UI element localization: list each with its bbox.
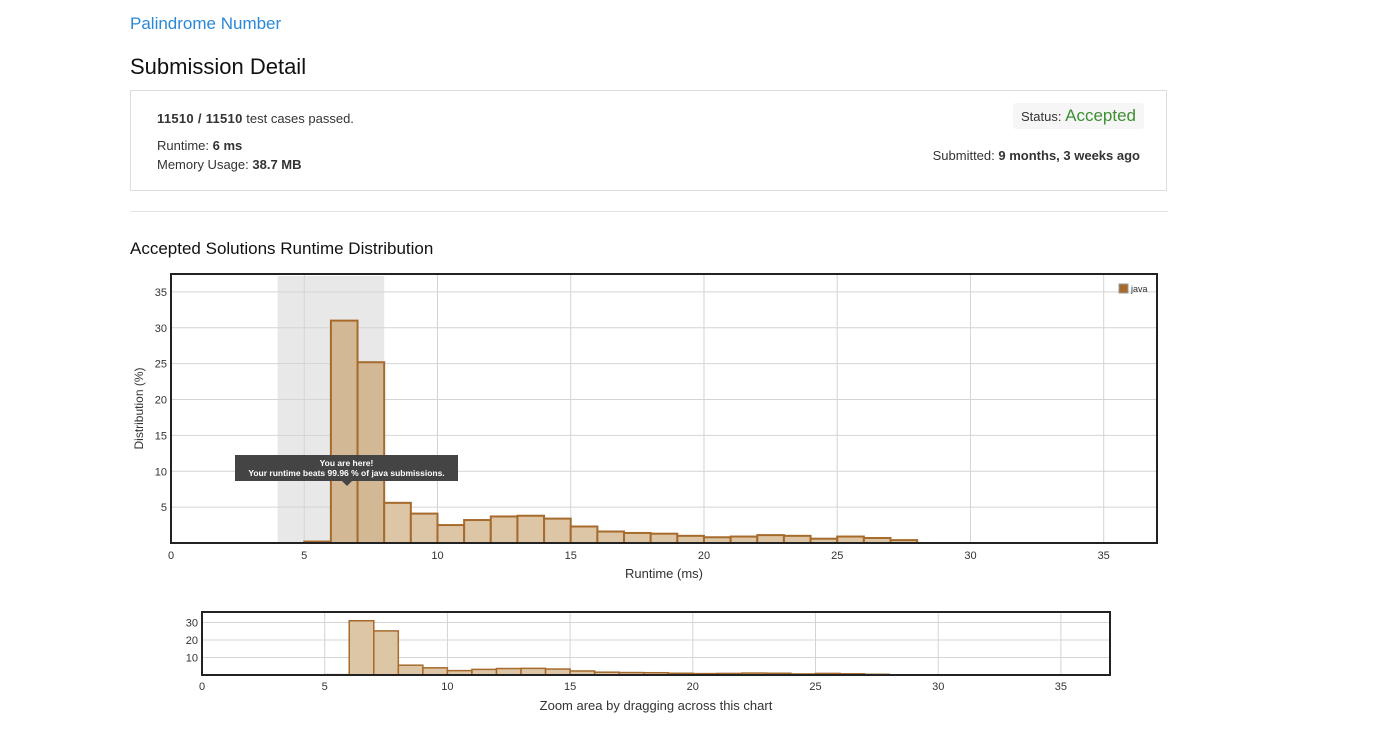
submitted-value: 9 months, 3 weeks ago — [998, 148, 1140, 163]
passed-suffix: test cases passed. — [246, 111, 354, 126]
tooltip-body: Your runtime beats 99.96 % of java submi… — [248, 468, 445, 478]
memory-value: 38.7 MB — [252, 157, 302, 172]
x-tick-label: 25 — [809, 681, 821, 693]
distribution-heading: Accepted Solutions Runtime Distribution — [130, 239, 434, 258]
y-tick-label: 15 — [155, 430, 167, 442]
you-are-here-tooltip: You are here! Your runtime beats 99.96 %… — [235, 455, 458, 481]
problem-title-link[interactable]: Palindrome Number — [130, 14, 282, 33]
total-count: 11510 — [205, 111, 243, 126]
x-tick-label: 35 — [1055, 681, 1067, 693]
histogram-bar[interactable] — [489, 515, 519, 545]
y-tick-label: 30 — [155, 323, 167, 335]
x-tick-label: 15 — [565, 550, 577, 562]
y-tick-label: 20 — [186, 635, 198, 647]
histogram-bar — [397, 664, 424, 676]
zoom-plot-frame — [201, 611, 1111, 676]
x-tick-label: 5 — [322, 681, 328, 693]
histogram-bar[interactable] — [543, 517, 572, 544]
runtime-value: 6 ms — [212, 138, 243, 153]
legend-swatch-java — [1118, 283, 1129, 294]
submitted-label: Submitted: — [932, 148, 995, 163]
tooltip-title: You are here! — [319, 458, 374, 468]
x-tick-label: 10 — [441, 681, 453, 693]
histogram-bar — [373, 630, 400, 676]
y-tick-label: 5 — [161, 502, 167, 514]
x-tick-label: 35 — [1098, 550, 1110, 562]
y-tick-label: 20 — [155, 395, 167, 407]
histogram-bar — [348, 620, 375, 676]
passed-count: 11510 — [157, 111, 194, 126]
tooltip-pointer — [342, 481, 352, 486]
memory-line: Memory Usage: 38.7 MB — [157, 157, 302, 172]
x-tick-label: 30 — [932, 681, 944, 693]
main-y-ticks: 5 10 15 20 25 30 35 — [155, 287, 167, 514]
submitted-line: Submitted: 9 months, 3 weeks ago — [933, 148, 1140, 163]
zoom-bars — [323, 620, 890, 676]
runtime-line: Runtime: 6 ms — [157, 138, 242, 153]
y-tick-label: 10 — [186, 653, 198, 665]
x-tick-label: 15 — [564, 681, 576, 693]
y-tick-label: 25 — [155, 359, 167, 371]
main-plot-frame — [170, 273, 1158, 544]
zoom-hint-label: Zoom area by dragging across this chart — [540, 698, 773, 713]
status-value: Accepted — [1065, 106, 1136, 125]
test-cases-summary: 11510 / 11510 test cases passed. — [157, 111, 354, 126]
histogram-bar[interactable] — [329, 319, 359, 545]
y-axis-label: Distribution (%) — [132, 367, 146, 449]
main-bars[interactable] — [303, 319, 919, 545]
submission-detail-panel: 11510 / 11510 test cases passed. Runtime… — [130, 90, 1167, 191]
x-tick-label: 30 — [964, 550, 976, 562]
histogram-bar[interactable] — [356, 361, 386, 544]
zoom-x-ticks: 0 5 10 15 20 25 30 35 — [199, 681, 1067, 693]
x-tick-label: 0 — [199, 681, 205, 693]
zoom-gridlines — [202, 612, 1110, 675]
chart-legend[interactable]: java — [1118, 283, 1148, 294]
x-axis-label: Runtime (ms) — [625, 566, 703, 581]
page-title: Submission Detail — [130, 54, 307, 79]
histogram-bar[interactable] — [516, 514, 546, 544]
legend-label-java: java — [1130, 284, 1148, 294]
runtime-label: Runtime: — [157, 138, 210, 153]
x-tick-label: 20 — [698, 550, 710, 562]
main-x-ticks: 0 5 10 15 20 25 30 35 — [168, 550, 1110, 562]
zoom-y-ticks: 10 20 30 — [186, 618, 198, 665]
y-tick-label: 30 — [186, 618, 198, 630]
memory-label: Memory Usage: — [157, 157, 249, 172]
histogram-bar — [422, 667, 449, 676]
x-tick-label: 25 — [831, 550, 843, 562]
status-label: Status: — [1021, 109, 1062, 124]
x-tick-label: 5 — [301, 550, 307, 562]
section-divider — [130, 211, 1168, 212]
x-tick-label: 20 — [687, 681, 699, 693]
x-tick-label: 10 — [431, 550, 443, 562]
x-tick-label: 0 — [168, 550, 174, 562]
y-tick-label: 10 — [155, 466, 167, 478]
y-tick-label: 35 — [155, 287, 167, 299]
status-badge: Status: Accepted — [1013, 103, 1144, 129]
